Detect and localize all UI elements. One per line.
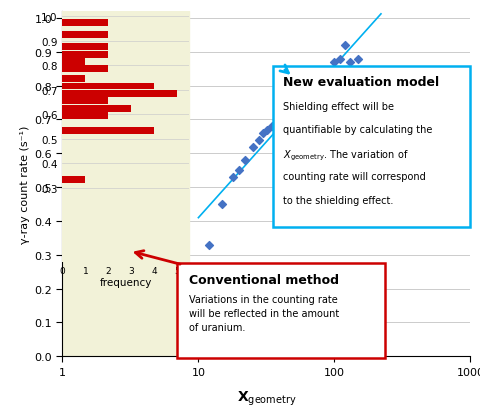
Point [355,56,362,63]
Point [274,117,281,124]
Point [205,242,213,248]
Point [283,110,291,117]
Point [341,43,349,49]
Point [276,113,284,120]
Point [310,90,317,96]
Text: quantifiable by calculating the: quantifiable by calculating the [283,125,432,135]
Text: $\mathbf{X}_{\mathregular{geometry}}$: $\mathbf{X}_{\mathregular{geometry}}$ [237,389,296,405]
Point [218,201,226,208]
Point [229,174,237,181]
FancyBboxPatch shape [177,263,385,358]
FancyBboxPatch shape [273,67,470,227]
Text: counting rate will correspond: counting rate will correspond [283,172,425,182]
Text: Conventional method: Conventional method [189,274,339,287]
Point [241,158,249,164]
Point [268,124,276,130]
Point [260,130,267,137]
Point [300,100,308,107]
Text: Variations in the counting rate
will be reflected in the amount
of uranium.: Variations in the counting rate will be … [189,294,339,333]
Point [331,60,338,66]
Point [249,144,256,150]
Point [295,103,303,110]
Text: to the shielding effect.: to the shielding effect. [283,195,393,205]
Point [317,83,325,90]
Point [324,73,332,79]
Point [236,168,243,174]
Text: New evaluation model: New evaluation model [283,76,439,89]
Text: $X_{\rm geometry}$. The variation of: $X_{\rm geometry}$. The variation of [283,149,408,163]
Point [346,60,354,66]
Point [305,97,313,103]
Point [255,137,263,144]
Text: Shielding effect will be: Shielding effect will be [283,102,394,112]
Bar [62,12,189,356]
Point [336,56,344,63]
Y-axis label: γ-ray count rate (s⁻¹): γ-ray count rate (s⁻¹) [20,125,30,243]
Point [289,107,297,113]
Point [263,127,271,134]
